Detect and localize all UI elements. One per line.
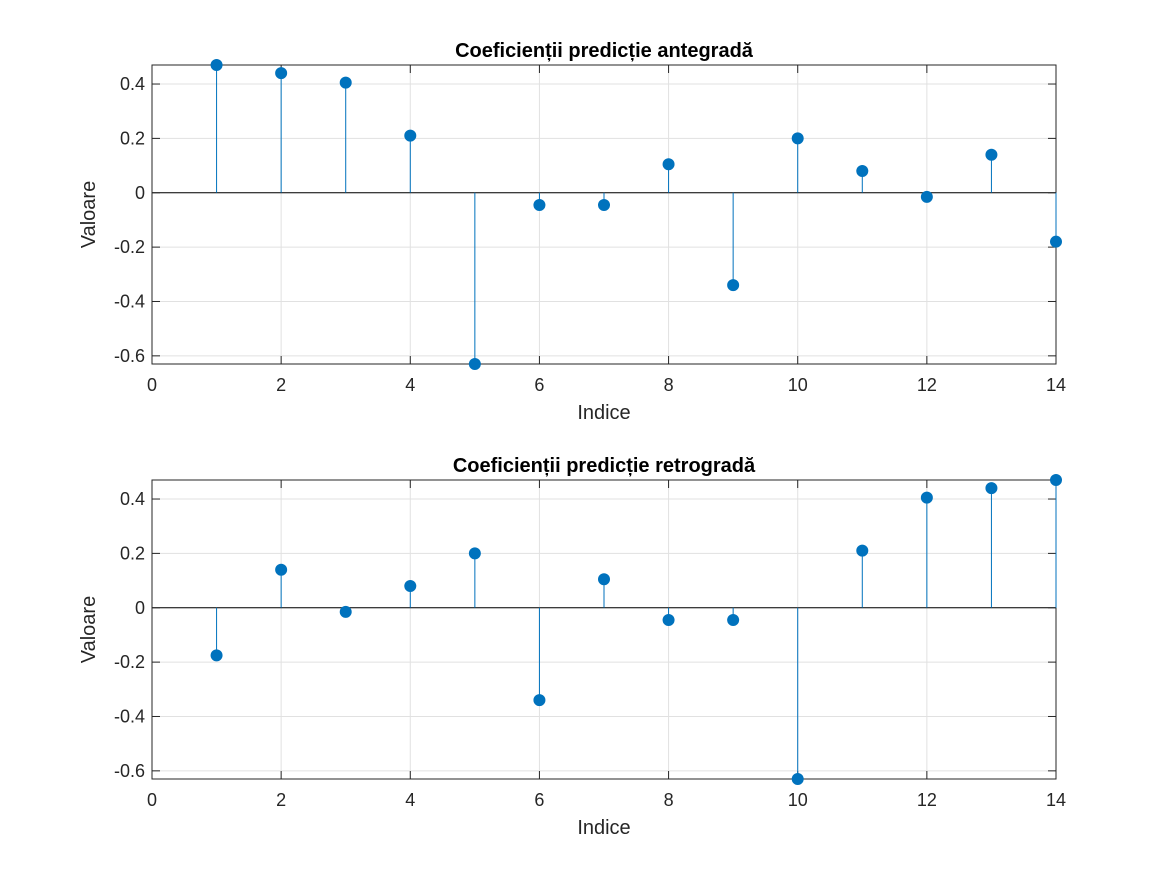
- chart-2-data-point: [985, 482, 998, 495]
- chart-2-data-point: [275, 563, 288, 576]
- chart-2-x-tick-label: 6: [534, 790, 544, 810]
- chart-2-x-axis-label: Indice: [577, 817, 630, 839]
- chart-1-data-point: [920, 190, 933, 203]
- chart-1-x-tick-label: 12: [917, 375, 937, 395]
- chart-1-data-point: [598, 198, 610, 211]
- chart-2-x-tick-label: 8: [664, 790, 674, 810]
- chart-2-x-tick-label: 14: [1046, 790, 1066, 810]
- chart-2-data-point: [210, 649, 223, 662]
- chart-2-data-point: [727, 613, 740, 626]
- chart-1-y-tick-label: 0.2: [120, 128, 145, 148]
- chart-2-data-point: [920, 491, 933, 504]
- chart-2-y-tick-label: -0.6: [114, 761, 145, 781]
- chart-2-plot-area: [152, 480, 1056, 779]
- chart-1-x-axis-label: Indice: [577, 402, 630, 424]
- chart-1-y-tick-label: -0.4: [114, 291, 145, 311]
- chart-2-data-point: [1050, 474, 1062, 486]
- chart-2-x-tick-label: 2: [276, 790, 286, 810]
- chart-2-data-point: [791, 773, 804, 785]
- chart-2-data-point: [856, 544, 869, 557]
- chart-2-data-point: [468, 547, 481, 560]
- chart-1-y-tick-label: -0.2: [114, 237, 145, 257]
- chart-2-y-tick-label: 0: [135, 598, 145, 618]
- chart-1-data-point: [468, 358, 481, 370]
- chart-1-data-point: [1050, 235, 1062, 248]
- chart-1-x-tick-label: 6: [534, 375, 544, 395]
- chart-1-x-tick-label: 8: [664, 375, 674, 395]
- chart-2-axes-box: [151, 479, 1057, 780]
- chart-2-x-tick-label: 0: [147, 790, 157, 810]
- chart-1-data-point: [791, 132, 804, 145]
- chart-1-data-point: [404, 129, 417, 142]
- chart-2-data-point: [662, 613, 675, 626]
- chart-2-y-tick-label: -0.2: [114, 652, 145, 672]
- chart-1-x-tick-label: 0: [147, 375, 157, 395]
- chart-2-y-axis-label: Valoare: [78, 596, 100, 663]
- chart-2-data-point: [533, 694, 546, 707]
- chart-1-x-tick-label: 2: [276, 375, 286, 395]
- chart-1-x-tick-label: 14: [1046, 375, 1066, 395]
- chart-2-data-point: [404, 580, 417, 593]
- chart-2-x-tick-label: 4: [405, 790, 415, 810]
- chart-1-plot-area: [152, 65, 1056, 364]
- chart-1-y-tick-label: -0.6: [114, 346, 145, 366]
- chart-1-data-point: [210, 59, 223, 71]
- chart-1-data-point: [533, 198, 546, 211]
- chart-1-x-tick-label: 4: [405, 375, 415, 395]
- chart-2-data-point: [598, 573, 610, 586]
- chart-1-y-axis-label: Valoare: [78, 181, 100, 248]
- chart-1-data-point: [339, 76, 352, 89]
- chart-1-data-point: [727, 279, 740, 292]
- chart-1-data-point: [985, 148, 998, 161]
- chart-2-x-tick-label: 12: [917, 790, 937, 810]
- chart-1-y-tick-label: 0: [135, 183, 145, 203]
- chart-1-data-point: [275, 67, 288, 80]
- chart-2-data-point: [339, 605, 352, 618]
- chart-1-x-tick-label: 10: [788, 375, 808, 395]
- chart-2-y-tick-label: -0.4: [114, 706, 145, 726]
- chart-2-y-tick-label: 0.2: [120, 543, 145, 563]
- chart-1-title: Coeficienții predicție antegradă: [455, 40, 754, 62]
- chart-1-y-tick-label: 0.4: [120, 74, 145, 94]
- chart-1-data-point: [662, 158, 675, 171]
- chart-2-y-tick-label: 0.4: [120, 489, 145, 509]
- chart-2-x-tick-label: 10: [788, 790, 808, 810]
- chart-2-title: Coeficienții predicție retrogradă: [453, 455, 756, 477]
- chart-1-data-point: [856, 165, 869, 178]
